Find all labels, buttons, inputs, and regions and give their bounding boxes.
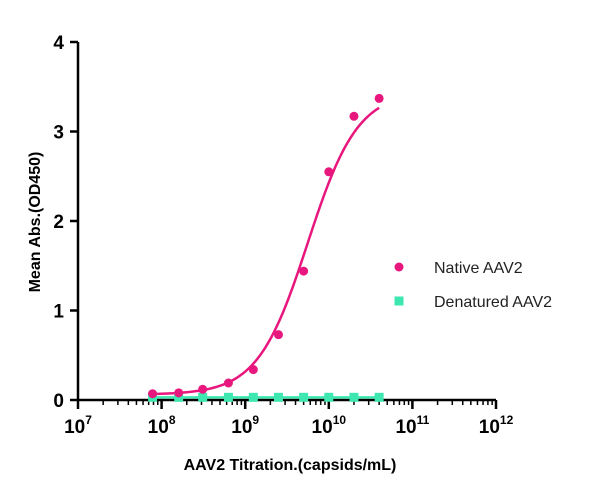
- y-tick-label: 3: [53, 123, 64, 144]
- denatured-point: [349, 392, 359, 402]
- x-tick-label: 1011: [395, 413, 429, 438]
- legend-label-denatured: Denatured AAV2: [434, 294, 552, 311]
- x-tick-base: 10: [64, 417, 85, 438]
- native-point: [198, 384, 208, 394]
- x-tick-base: 10: [148, 417, 169, 438]
- native-point: [299, 266, 309, 276]
- native-fit-curve: [152, 106, 380, 396]
- series-layer: [148, 93, 384, 402]
- denatured-point: [374, 392, 384, 402]
- native-point: [374, 93, 384, 103]
- x-tick-label: 108: [148, 413, 176, 438]
- x-tick-exponent: 12: [500, 413, 514, 427]
- native-point: [324, 167, 334, 177]
- x-tick-base: 10: [395, 417, 416, 438]
- denatured-point: [198, 392, 208, 402]
- y-tick-label: 0: [53, 391, 64, 412]
- y-axis-title: Mean Abs.(OD450): [27, 152, 44, 293]
- legend-marker-native: [394, 262, 404, 272]
- x-tick-exponent: 11: [417, 413, 430, 427]
- denatured-point: [324, 392, 334, 402]
- native-point: [174, 388, 184, 398]
- x-tick-base: 10: [231, 417, 252, 438]
- legend-marker-denatured: [394, 296, 404, 306]
- denatured-point: [299, 392, 309, 402]
- x-tick-label: 1010: [312, 413, 347, 438]
- x-tick-label: 107: [64, 413, 92, 438]
- legend-label-native: Native AAV2: [434, 260, 523, 277]
- x-tick-base: 10: [312, 417, 333, 438]
- y-tick-label: 2: [53, 212, 64, 233]
- x-tick-base: 10: [479, 417, 500, 438]
- y-tick-label: 4: [53, 33, 64, 54]
- legend: Native AAV2 Denatured AAV2: [394, 260, 552, 311]
- denatured-point: [223, 392, 233, 402]
- native-point: [148, 389, 158, 399]
- native-point: [349, 111, 359, 121]
- x-tick-label: 1012: [479, 413, 514, 438]
- denatured-point: [248, 392, 258, 402]
- x-tick-exponent: 8: [169, 413, 176, 427]
- native-point: [273, 330, 283, 340]
- x-tick-label: 109: [231, 413, 259, 438]
- x-tick-exponent: 7: [85, 413, 92, 427]
- x-tick-exponent: 9: [252, 413, 259, 427]
- native-point: [223, 378, 233, 388]
- native-point: [248, 365, 258, 375]
- x-axis-title: AAV2 Titration.(capsids/mL): [184, 457, 397, 474]
- x-tick-exponent: 10: [333, 413, 347, 427]
- y-tick-label: 1: [53, 302, 64, 323]
- denatured-point: [273, 392, 283, 402]
